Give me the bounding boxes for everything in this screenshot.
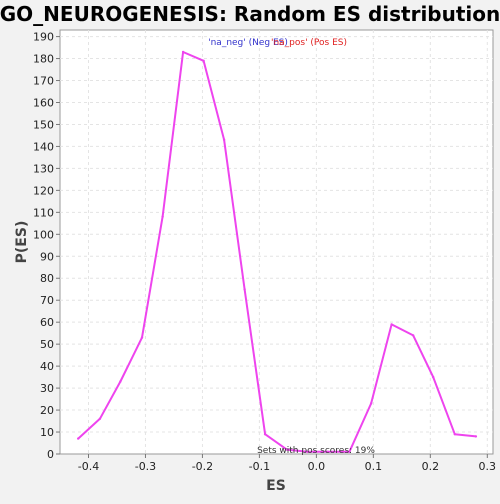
y-tick-label: 170 — [33, 75, 54, 88]
data-point — [77, 437, 80, 440]
axes: 0 10 20 30 40 50 60 70 80 90 100 110 120 130 140 150 160… — [33, 31, 496, 473]
data-point — [369, 402, 373, 405]
data-point — [119, 380, 122, 383]
y-tick-label: 120 — [33, 184, 54, 197]
y-tick-label: 40 — [40, 360, 54, 373]
y-tick-label: 140 — [33, 140, 54, 153]
x-tick-label: 0.2 — [422, 460, 440, 473]
y-tick-label: 180 — [33, 53, 54, 66]
data-point — [263, 433, 267, 436]
x-tick-label: 0.0 — [308, 460, 326, 473]
data-point — [202, 59, 205, 62]
data-point — [326, 450, 329, 453]
plot-area — [59, 29, 494, 455]
y-tick-label: 130 — [33, 162, 54, 175]
legend-pos-es: 'na_pos' (Pos ES) — [271, 38, 347, 48]
data-point — [348, 450, 351, 453]
pos-scores-annotation: Sets with pos scores: 19% — [257, 446, 375, 456]
x-tick-label: -0.4 — [78, 460, 99, 473]
y-axis-label: P(ES) — [14, 221, 30, 264]
data-point — [432, 375, 435, 379]
data-point — [161, 215, 164, 218]
y-tick-label: 90 — [40, 250, 54, 263]
y-tick-label: 110 — [33, 206, 54, 219]
y-tick-label: 10 — [40, 426, 54, 439]
data-point — [474, 435, 478, 438]
y-tick-label: 160 — [33, 96, 54, 109]
x-tick-label: -0.2 — [192, 460, 213, 473]
data-point — [306, 450, 309, 453]
x-tick-label: -0.1 — [249, 460, 270, 473]
series-layer — [77, 50, 478, 453]
y-tick-label: 80 — [40, 272, 54, 285]
y-tick-label: 30 — [40, 382, 54, 395]
y-tick-label: 190 — [33, 31, 54, 44]
x-tick-label: 0.1 — [365, 460, 383, 473]
x-tick-label: -0.3 — [135, 460, 156, 473]
data-point — [390, 323, 393, 326]
chart-title: GO_NEUROGENESIS: Random ES distribution — [0, 2, 500, 26]
data-point — [412, 334, 415, 337]
grid — [60, 30, 493, 454]
data-point — [140, 336, 144, 339]
data-point — [222, 138, 226, 141]
y-tick-label: 50 — [40, 338, 54, 351]
x-tick-label: 0.3 — [479, 460, 497, 473]
y-tick-label: 150 — [33, 118, 54, 131]
y-tick-label: 70 — [40, 294, 54, 307]
data-point — [285, 448, 288, 451]
y-tick-label: 100 — [33, 228, 54, 241]
series-line-0 — [77, 51, 477, 453]
data-point — [243, 288, 246, 291]
y-tick-label: 20 — [40, 404, 54, 417]
y-tick-label: 0 — [47, 448, 54, 461]
data-point — [181, 50, 185, 54]
legend: 'na_neg' (Neg ES) 'na_pos' (Pos ES) — [208, 38, 347, 48]
x-axis-label: ES — [266, 478, 286, 494]
legend-neg-es: 'na_neg' (Neg ES) — [208, 38, 288, 48]
data-point — [453, 433, 456, 436]
y-tick-label: 60 — [40, 316, 54, 329]
data-point — [98, 417, 102, 420]
